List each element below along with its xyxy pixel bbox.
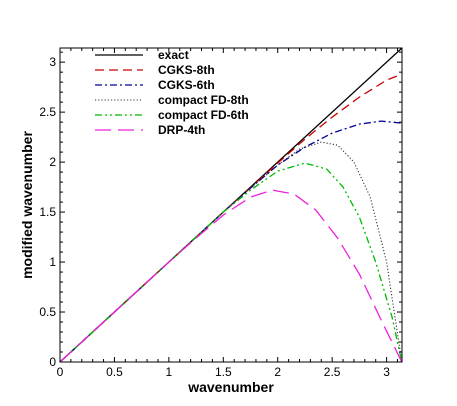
y-tick-label: 1 (49, 255, 56, 269)
y-axis-label: modified wavenumber (19, 131, 35, 279)
y-tick-label: 2 (49, 155, 56, 169)
series-line-4 (59, 162, 403, 363)
series-layer (59, 47, 403, 363)
legend-label-1: CGKS-8th (158, 63, 215, 77)
series-line-1 (59, 73, 403, 363)
plot-area: 0 0.5 1 1.5 2 2.5 3 0 0.5 1 1.5 2 2.5 3 (39, 47, 403, 379)
axes-frame (59, 47, 403, 363)
y-tick-label: 1.5 (39, 205, 56, 219)
x-axis-label: wavenumber (187, 379, 274, 395)
y-tick-label: 0 (49, 355, 56, 369)
x-tick-label: 0 (57, 365, 64, 379)
series-line-5 (59, 189, 403, 363)
x-tick-label: 1 (166, 365, 173, 379)
legend-label-5: DRP-4th (158, 123, 205, 137)
series-line-3 (59, 141, 403, 363)
legend-label-0: exact (158, 48, 189, 62)
x-tick-label: 2 (274, 365, 281, 379)
x-tick-label: 1.5 (215, 365, 232, 379)
legend-label-4: compact FD-6th (158, 108, 249, 122)
x-tick-label: 2.5 (324, 365, 341, 379)
series-line-2 (59, 120, 402, 363)
x-tick-label: 0.5 (106, 365, 123, 379)
y-tick-label: 2.5 (39, 105, 56, 119)
legend-label-3: compact FD-8th (158, 93, 249, 107)
legend-label-2: CGKS-6th (158, 78, 215, 92)
x-tick-label: 3 (383, 365, 390, 379)
y-tick-label: 0.5 (39, 305, 56, 319)
y-tick-label: 3 (49, 55, 56, 69)
axes-layer: 0 0.5 1 1.5 2 2.5 3 0 0.5 1 1.5 2 2.5 3 (39, 47, 403, 379)
